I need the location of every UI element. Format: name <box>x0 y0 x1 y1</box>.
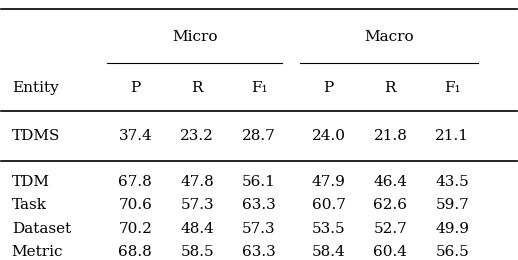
Text: 53.5: 53.5 <box>312 222 346 236</box>
Text: 47.8: 47.8 <box>180 175 214 189</box>
Text: TDMS: TDMS <box>12 129 60 143</box>
Text: 56.1: 56.1 <box>242 175 276 189</box>
Text: 70.6: 70.6 <box>119 198 152 212</box>
Text: 48.4: 48.4 <box>180 222 214 236</box>
Text: 63.3: 63.3 <box>242 198 276 212</box>
Text: F₁: F₁ <box>251 81 267 95</box>
Text: 58.4: 58.4 <box>312 245 346 259</box>
Text: TDM: TDM <box>12 175 50 189</box>
Text: 57.3: 57.3 <box>242 222 276 236</box>
Text: 49.9: 49.9 <box>435 222 469 236</box>
Text: 63.3: 63.3 <box>242 245 276 259</box>
Text: 23.2: 23.2 <box>180 129 214 143</box>
Text: 58.5: 58.5 <box>180 245 214 259</box>
Text: 37.4: 37.4 <box>119 129 152 143</box>
Text: P: P <box>323 81 334 95</box>
Text: 43.5: 43.5 <box>435 175 469 189</box>
Text: Entity: Entity <box>12 81 59 95</box>
Text: 60.7: 60.7 <box>312 198 346 212</box>
Text: Macro: Macro <box>364 30 414 44</box>
Text: Micro: Micro <box>172 30 218 44</box>
Text: 67.8: 67.8 <box>119 175 152 189</box>
Text: F₁: F₁ <box>444 81 461 95</box>
Text: Task: Task <box>12 198 47 212</box>
Text: 52.7: 52.7 <box>373 222 407 236</box>
Text: P: P <box>130 81 140 95</box>
Text: 21.8: 21.8 <box>373 129 407 143</box>
Text: 60.4: 60.4 <box>373 245 407 259</box>
Text: 46.4: 46.4 <box>373 175 407 189</box>
Text: 28.7: 28.7 <box>242 129 276 143</box>
Text: 68.8: 68.8 <box>119 245 152 259</box>
Text: Metric: Metric <box>12 245 63 259</box>
Text: 59.7: 59.7 <box>435 198 469 212</box>
Text: 21.1: 21.1 <box>435 129 469 143</box>
Text: Dataset: Dataset <box>12 222 71 236</box>
Text: 70.2: 70.2 <box>119 222 152 236</box>
Text: 56.5: 56.5 <box>435 245 469 259</box>
Text: 62.6: 62.6 <box>373 198 407 212</box>
Text: 47.9: 47.9 <box>312 175 346 189</box>
Text: R: R <box>192 81 203 95</box>
Text: 24.0: 24.0 <box>311 129 346 143</box>
Text: R: R <box>385 81 396 95</box>
Text: 57.3: 57.3 <box>180 198 214 212</box>
